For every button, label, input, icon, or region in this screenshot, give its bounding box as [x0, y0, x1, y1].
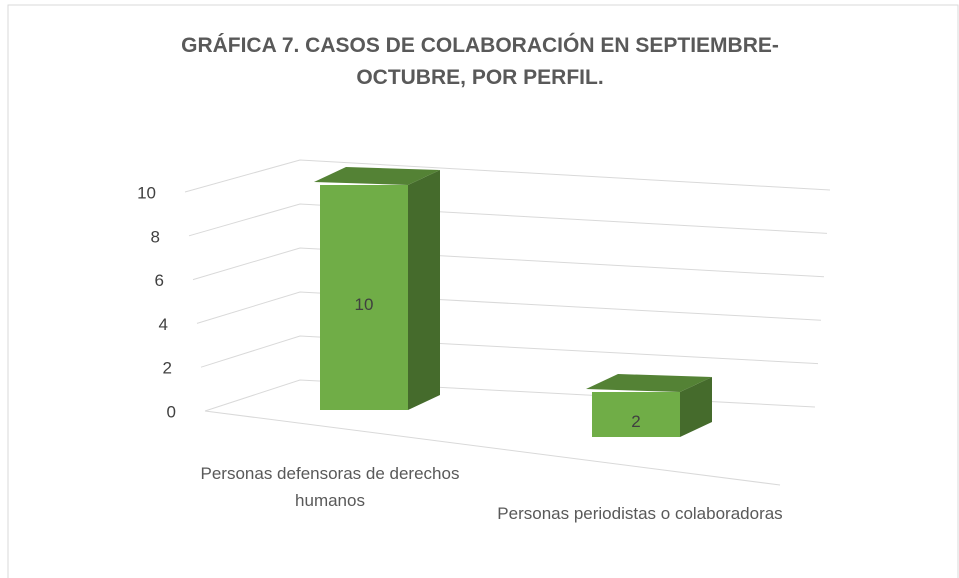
chart-title: GRÁFICA 7. CASOS DE COLABORACIÓN EN SEPT… [181, 34, 779, 89]
grid-line [196, 291, 822, 324]
grid-line [200, 335, 819, 368]
data-label: 10 [355, 295, 374, 314]
grid-line [184, 159, 831, 193]
bar-side [680, 377, 712, 437]
grid-line [204, 379, 816, 412]
y-tick-label: 2 [163, 359, 172, 378]
y-tick-label: 4 [159, 315, 168, 334]
x-tick-label: Personas defensoras de derechos humanos [200, 464, 460, 510]
bar [592, 392, 680, 437]
y-tick-label: 8 [151, 227, 160, 246]
floor-edge [204, 410, 781, 486]
y-tick-label: 0 [167, 402, 176, 421]
y-tick-label: 6 [155, 271, 164, 290]
bar-top [586, 374, 712, 392]
x-tick-label: Personas periodistas o colaboradoras [497, 504, 783, 523]
y-tick-label: 10 [137, 183, 156, 202]
grid-line [188, 203, 828, 237]
bar [320, 185, 408, 410]
data-label: 2 [631, 412, 640, 431]
bar-side [408, 170, 440, 410]
bar-top [314, 167, 440, 185]
grid-line [192, 247, 825, 281]
chart-border [7, 4, 959, 578]
